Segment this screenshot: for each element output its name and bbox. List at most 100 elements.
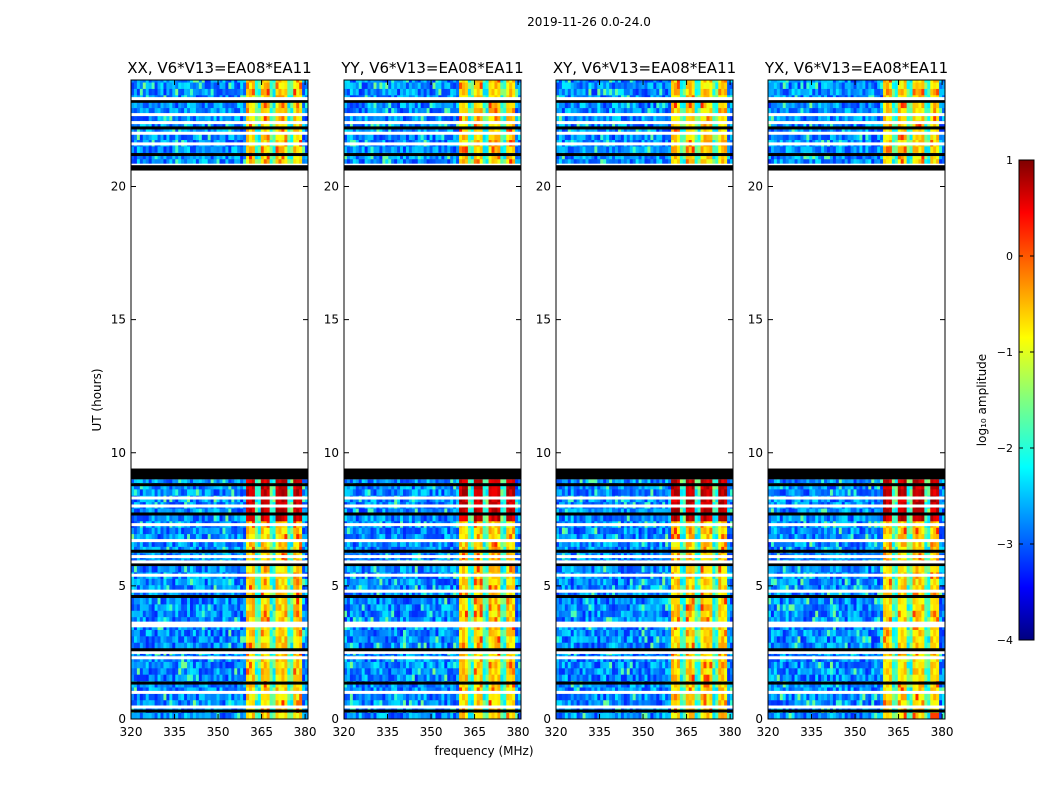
heatmap-cell (201, 565, 206, 573)
heatmap-cell (222, 674, 226, 682)
heatmap-cell (506, 712, 510, 720)
heatmap-cell (213, 610, 217, 618)
heatmap-cell (187, 635, 191, 643)
heatmap-cell (201, 597, 206, 605)
heatmap-cell (426, 610, 430, 618)
heatmap-cell (263, 126, 268, 134)
heatmap-cell (131, 533, 135, 541)
heatmap-cell (373, 712, 377, 720)
heatmap-cell (169, 693, 173, 701)
heatmap-cell (207, 107, 212, 115)
heatmap-cell (296, 674, 300, 682)
heatmap-cell (254, 126, 259, 134)
heatmap-cell (447, 540, 451, 547)
heatmap-cell (352, 674, 357, 682)
heatmap-cell (136, 146, 141, 153)
heatmap-cell (352, 642, 357, 650)
heatmap-cell (459, 591, 463, 598)
heatmap-cell (464, 661, 469, 669)
heatmap-cell (246, 514, 250, 522)
heatmap-cell (429, 635, 433, 643)
heatmap-cell (257, 540, 262, 547)
heatmap-cell (142, 158, 147, 166)
heatmap-cell (459, 616, 463, 624)
heatmap-cell (213, 591, 217, 598)
heatmap-cell (467, 674, 472, 682)
heatmap-cell (370, 584, 374, 592)
heatmap-cell (349, 610, 354, 618)
heatmap-cell (148, 533, 153, 541)
heatmap-cell (246, 80, 250, 83)
heatmap-cell (260, 101, 265, 109)
heatmap-cell (278, 591, 282, 598)
heatmap-cell (391, 661, 395, 669)
heatmap-cell (491, 597, 495, 605)
heatmap-cell (479, 642, 484, 650)
heatmap-cell (352, 603, 357, 611)
heatmap-cell (160, 693, 164, 701)
heatmap-cell (219, 540, 223, 547)
heatmap-cell (249, 699, 253, 707)
heatmap-cell (467, 533, 472, 541)
heatmap-cell (131, 107, 135, 115)
heatmap-cell (142, 597, 147, 605)
heatmap-cell (385, 699, 389, 707)
heatmap-cell (254, 114, 259, 121)
heatmap-cell (181, 101, 185, 109)
heatmap-cell (287, 479, 291, 483)
heatmap-cell (417, 610, 422, 618)
heatmap-cell (382, 661, 386, 669)
heatmap-cell (379, 578, 383, 586)
heatmap-cell (133, 508, 138, 515)
heatmap-cell (166, 479, 170, 483)
heatmap-cell (358, 635, 363, 643)
heatmap-cell (192, 88, 197, 96)
heatmap-cell (157, 540, 161, 547)
heatmap-cell (251, 693, 256, 701)
heatmap-cell (497, 591, 501, 598)
heatmap-cell (382, 674, 386, 682)
heatmap-cell (219, 687, 223, 694)
heatmap-cell (151, 667, 155, 675)
heatmap-cell (385, 603, 389, 611)
heatmap-cell (269, 687, 273, 694)
heatmap-cell (243, 540, 247, 547)
heatmap-cell (302, 146, 306, 153)
heatmap-cell (302, 88, 306, 96)
heatmap-cell (403, 661, 407, 669)
heatmap-cell (305, 635, 309, 643)
heatmap-cell (470, 712, 475, 720)
heatmap-cell (139, 584, 144, 592)
heatmap-cell (367, 629, 371, 637)
heatmap-cell (190, 712, 194, 720)
heatmap-cell (151, 661, 155, 669)
heatmap-cell (370, 610, 374, 618)
heatmap-cell (216, 635, 220, 643)
heatmap-cell (447, 584, 451, 592)
heatmap-cell (512, 533, 516, 541)
heatmap-cell (506, 661, 510, 669)
heatmap-cell (195, 88, 200, 96)
heatmap-cell (281, 635, 285, 643)
heatmap-cell (344, 578, 348, 586)
heatmap-cell (151, 533, 155, 541)
heatmap-cell (251, 101, 256, 109)
heatmap-cell (385, 591, 389, 598)
heatmap-cell (266, 667, 271, 675)
heatmap-cell (142, 667, 147, 675)
heatmap-cell (133, 158, 138, 166)
heatmap-cell (405, 635, 410, 643)
heatmap-cell (181, 82, 185, 89)
heatmap-cell (518, 661, 522, 669)
heatmap-cell (225, 629, 229, 637)
heatmap-cell (284, 635, 288, 643)
heatmap-cell (204, 80, 209, 83)
heatmap-cell (204, 597, 209, 605)
heatmap-cell (139, 616, 144, 624)
heatmap-cell (367, 565, 371, 573)
heatmap-cell (344, 527, 348, 535)
heatmap-cell (373, 661, 377, 669)
heatmap-cell (251, 540, 256, 547)
heatmap-cell (462, 591, 466, 598)
heatmap-cell (456, 578, 460, 586)
